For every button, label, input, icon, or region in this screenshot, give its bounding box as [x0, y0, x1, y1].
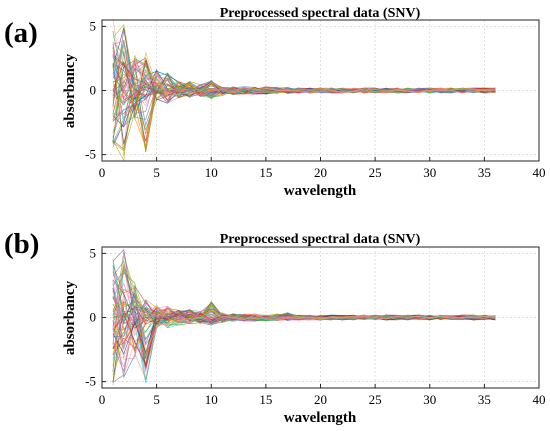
x-tick-label: 25	[369, 392, 382, 407]
spectrum-series	[112, 58, 496, 142]
spectrum-series	[112, 59, 496, 153]
spectrum-series	[112, 54, 496, 148]
x-tick-label: 40	[533, 392, 546, 407]
x-tick-label: 15	[259, 165, 272, 180]
x-tick-label: 25	[369, 165, 382, 180]
y-axis-label-a: absorbancy	[62, 53, 78, 128]
chart-title-a: Preprocessed spectral data (SNV)	[220, 6, 421, 21]
x-tick-label: 15	[259, 392, 272, 407]
x-tick-label: 20	[314, 392, 327, 407]
x-tick-label: 40	[533, 165, 546, 180]
spectrum-series	[112, 18, 496, 97]
panel-label-a: (a)	[4, 17, 38, 49]
axis-ticks-b: 0 5 10 15 20 25 30 35 40-505	[85, 245, 545, 407]
panel-a: (a) Preprocessed spectral data (SNV) 0 5 1…	[4, 6, 546, 199]
spectrum-series	[112, 265, 496, 351]
y-tick-label: 5	[90, 18, 97, 33]
axis-ticks-a: 0 5 10 15 20 25 30 35 40-505	[85, 18, 545, 180]
panel-label-b: (b)	[4, 228, 39, 260]
chart-title-b: Preprocessed spectral data (SNV)	[220, 232, 421, 247]
spectrum-series	[112, 295, 496, 367]
spectrum-series	[112, 291, 496, 373]
x-tick-label: 10	[205, 392, 218, 407]
spectrum-series	[112, 265, 496, 345]
spectrum-series	[112, 63, 496, 139]
x-tick-label: 30	[423, 165, 436, 180]
spectrum-series	[112, 78, 496, 134]
series-group-a	[112, 18, 496, 162]
series-group-b	[112, 248, 496, 386]
y-tick-label: -5	[85, 374, 96, 389]
y-tick-label: 0	[90, 310, 97, 325]
spectrum-series	[112, 64, 496, 144]
x-tick-label: 35	[478, 392, 491, 407]
spectrum-series	[112, 263, 496, 338]
x-axis-label-a: wavelength	[284, 183, 357, 199]
spectrum-series	[112, 60, 496, 152]
y-tick-label: -5	[85, 147, 96, 162]
x-tick-label: 10	[205, 165, 218, 180]
x-tick-label: 5	[153, 165, 160, 180]
x-tick-label: 5	[153, 392, 160, 407]
x-tick-label: 0	[99, 392, 106, 407]
y-tick-label: 5	[90, 245, 97, 260]
panel-b: (b) Preprocessed spectral data (SNV) 0 5 1…	[4, 228, 546, 426]
spectrum-series	[112, 54, 496, 148]
x-tick-label: 30	[423, 392, 436, 407]
spectrum-series	[112, 55, 496, 162]
y-axis-label-b: absorbancy	[62, 280, 78, 355]
spectrum-series	[112, 287, 496, 372]
x-tick-label: 20	[314, 165, 327, 180]
x-axis-label-b: wavelength	[284, 410, 357, 426]
spectrum-series	[112, 266, 496, 327]
spectrum-series	[112, 299, 496, 380]
y-tick-label: 0	[90, 83, 97, 98]
x-tick-label: 35	[478, 165, 491, 180]
x-tick-label: 0	[99, 165, 106, 180]
spectrum-series	[112, 280, 496, 345]
spectrum-series	[112, 288, 496, 360]
